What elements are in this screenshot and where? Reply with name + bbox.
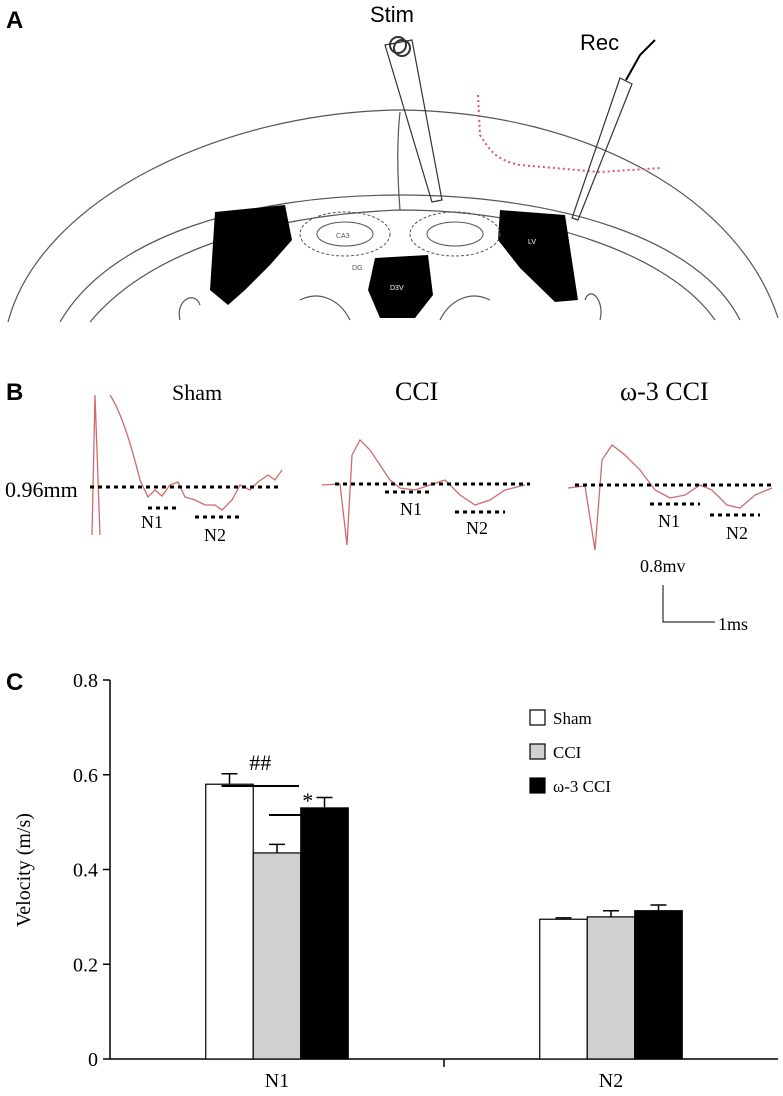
x-tick-label: N2 — [599, 1070, 623, 1092]
bar — [205, 783, 254, 1060]
panel-label: A — [6, 7, 23, 34]
stim-label: Stim — [370, 2, 414, 27]
traces — [90, 394, 775, 623]
legend-swatch — [529, 709, 546, 726]
scale-label: 0.8mv — [640, 556, 686, 576]
peak-label: N2 — [204, 525, 226, 545]
peak-label: N2 — [726, 523, 748, 543]
panel-label: C — [6, 669, 23, 696]
peak-label: N2 — [466, 518, 488, 538]
legend-label: CCI — [553, 743, 582, 762]
x-tick-label: N1 — [265, 1070, 289, 1092]
error-bar — [269, 843, 285, 853]
legend-label: ω-3 CCI — [553, 777, 611, 796]
significance-label: ## — [249, 750, 271, 775]
region-label: DG — [352, 265, 363, 272]
group-label: ω-3 CCI — [620, 377, 709, 406]
y-tick-label: 0.6 — [73, 765, 98, 787]
panel-label: B — [6, 379, 23, 406]
group-label: Sham — [172, 380, 222, 405]
bar — [300, 807, 349, 1060]
y-tick-label: 0.2 — [73, 954, 98, 976]
bar — [539, 918, 588, 1060]
error-bar — [650, 904, 667, 911]
legend-swatch — [529, 743, 546, 760]
peak-label: N1 — [141, 512, 163, 532]
bar-chart: 0 0.2 0.4 0.6 0.8 N1 N2 ## * Sham CCI ω-3 CCI — [73, 670, 778, 1092]
bar — [252, 852, 302, 1060]
distance-label: 0.96mm — [5, 477, 78, 502]
peak-label: N1 — [400, 499, 422, 519]
region-label: LV — [528, 239, 536, 246]
legend-swatch — [529, 777, 546, 794]
brain-section — [7, 36, 779, 323]
significance-label: * — [302, 788, 313, 813]
y-axis-label: Velocity (m/s) — [13, 813, 35, 927]
error-bar — [316, 796, 333, 808]
bar — [634, 910, 683, 1060]
scale-label: 1ms — [718, 614, 748, 634]
y-tick-label: 0.8 — [73, 670, 98, 692]
y-tick-label: 0 — [88, 1049, 98, 1071]
error-bar — [221, 773, 238, 785]
region-label: CA3 — [336, 233, 350, 240]
y-tick-label: 0.4 — [73, 860, 98, 882]
legend-label: Sham — [553, 709, 592, 728]
rec-label: Rec — [580, 30, 619, 55]
region-label: D3V — [390, 285, 404, 292]
error-bar — [603, 909, 619, 917]
bar — [586, 916, 636, 1060]
peak-label: N1 — [658, 511, 680, 531]
group-label: CCI — [395, 377, 438, 406]
